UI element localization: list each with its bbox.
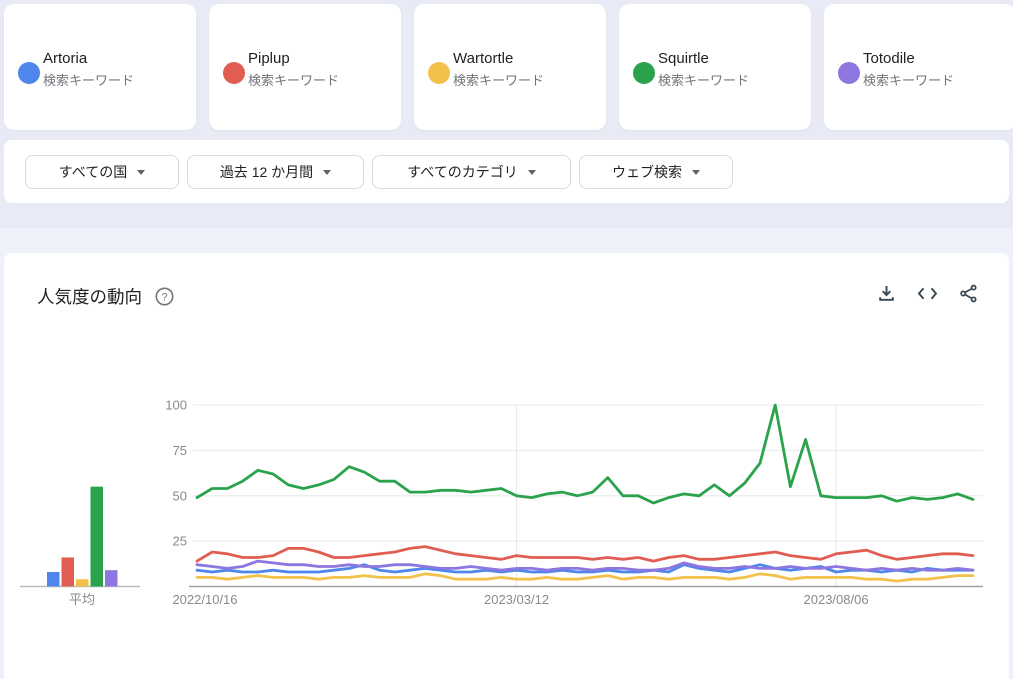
embed-icon bbox=[917, 287, 938, 300]
trends-line-chart[interactable]: 25 50 75 100 2022/10/16 2023/03/12 2023/08/06 平… bbox=[4, 253, 1009, 679]
keyword-card-piplup[interactable]: Piplup 検索キーワード bbox=[209, 4, 401, 130]
keyword-color-dot bbox=[428, 62, 450, 84]
download-icon bbox=[879, 286, 894, 301]
svg-text:2023/03/12: 2023/03/12 bbox=[484, 592, 549, 607]
keyword-color-dot bbox=[838, 62, 860, 84]
keyword-card-totodile[interactable]: Totodile 検索キーワード bbox=[824, 4, 1013, 130]
chevron-down-icon bbox=[137, 169, 146, 175]
chart-toolbar bbox=[877, 284, 978, 303]
keyword-color-dot bbox=[633, 62, 655, 84]
svg-text:?: ? bbox=[161, 291, 167, 303]
keyword-name: Squirtle bbox=[658, 50, 709, 67]
filter-time-range-dropdown[interactable]: 過去 12 か月間 bbox=[187, 154, 364, 189]
keyword-name: Piplup bbox=[248, 50, 290, 67]
filter-category-label: すべてのカテゴリ bbox=[407, 163, 518, 180]
keyword-color-dot bbox=[223, 62, 245, 84]
keyword-type-label: 検索キーワード bbox=[453, 73, 545, 88]
help-button[interactable]: ? bbox=[155, 287, 174, 306]
svg-text:2023/08/06: 2023/08/06 bbox=[804, 592, 869, 607]
chevron-down-icon bbox=[527, 169, 536, 175]
filter-time-range-label: 過去 12 か月間 bbox=[219, 163, 314, 180]
chart-title: 人気度の動向 bbox=[37, 287, 142, 307]
keyword-cards-row: Artoria 検索キーワード Piplup 検索キーワード Wartortle… bbox=[4, 4, 1013, 130]
svg-text:25: 25 bbox=[173, 534, 187, 549]
svg-text:50: 50 bbox=[173, 488, 187, 503]
svg-text:平均: 平均 bbox=[69, 592, 95, 607]
keyword-type-label: 検索キーワード bbox=[248, 73, 340, 88]
keyword-name: Artoria bbox=[43, 50, 88, 67]
keyword-type-label: 検索キーワード bbox=[863, 73, 955, 88]
keyword-type-label: 検索キーワード bbox=[43, 73, 135, 88]
svg-text:100: 100 bbox=[165, 398, 187, 413]
question-mark-icon: ? bbox=[155, 287, 174, 306]
keyword-name: Wartortle bbox=[453, 50, 514, 67]
interest-over-time-card: 人気度の動向 ? 25 50 bbox=[4, 253, 1009, 679]
svg-text:75: 75 bbox=[173, 443, 187, 458]
svg-text:2022/10/16: 2022/10/16 bbox=[172, 592, 237, 607]
filter-bar: すべての国 過去 12 か月間 すべてのカテゴリ ウェブ検索 bbox=[4, 140, 1009, 203]
keyword-card-squirtle[interactable]: Squirtle 検索キーワード bbox=[619, 4, 811, 130]
share-icon bbox=[960, 284, 977, 303]
keyword-color-dot bbox=[18, 62, 40, 84]
share-button[interactable] bbox=[959, 284, 978, 303]
filter-country-dropdown[interactable]: すべての国 bbox=[25, 154, 179, 189]
filter-category-dropdown[interactable]: すべてのカテゴリ bbox=[372, 154, 571, 189]
keyword-card-artoria[interactable]: Artoria 検索キーワード bbox=[4, 4, 196, 130]
download-button[interactable] bbox=[877, 284, 896, 303]
keyword-type-label: 検索キーワード bbox=[658, 73, 750, 88]
embed-button[interactable] bbox=[917, 285, 938, 302]
filter-search-type-dropdown[interactable]: ウェブ検索 bbox=[579, 154, 733, 189]
keyword-name: Totodile bbox=[863, 50, 915, 67]
filter-country-label: すべての国 bbox=[58, 163, 128, 180]
chevron-down-icon bbox=[323, 169, 332, 175]
keyword-card-wartortle[interactable]: Wartortle 検索キーワード bbox=[414, 4, 606, 130]
filter-search-type-label: ウェブ検索 bbox=[612, 163, 682, 180]
chevron-down-icon bbox=[692, 169, 700, 175]
